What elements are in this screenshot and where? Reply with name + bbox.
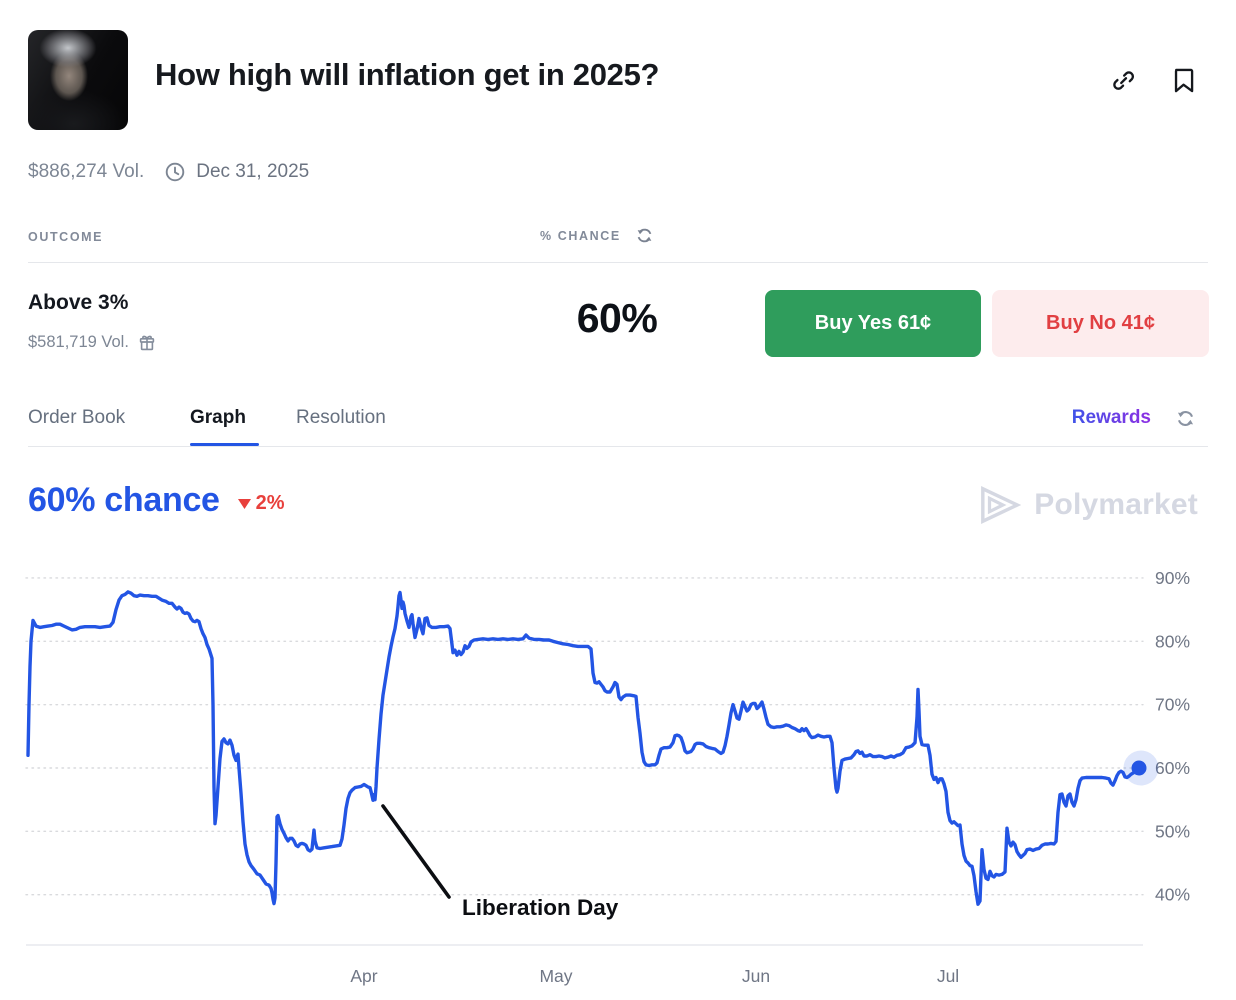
chance-column-header: % CHANCE xyxy=(540,226,654,245)
down-triangle-icon xyxy=(237,498,251,509)
refresh-icon[interactable] xyxy=(635,226,654,245)
buy-no-button[interactable]: Buy No 41¢ xyxy=(992,290,1209,357)
chance-banner: 60% chance 2% xyxy=(28,481,285,520)
header-actions xyxy=(1110,66,1196,100)
link-icon[interactable] xyxy=(1110,67,1137,99)
y-tick-label: 90% xyxy=(1155,568,1190,588)
outcome-name: Above 3% xyxy=(28,291,129,314)
polymarket-logo-icon xyxy=(981,486,1022,524)
market-avatar xyxy=(28,30,128,130)
brand-watermark: Polymarket xyxy=(979,482,1198,528)
outcome-volume-row: $581,719 Vol. xyxy=(28,333,156,352)
y-tick-label: 40% xyxy=(1155,885,1190,905)
chance-delta: 2% xyxy=(237,492,285,515)
chance-delta-value: 2% xyxy=(255,492,285,514)
outcome-volume: $581,719 Vol. xyxy=(28,333,129,351)
current-chance: 60% chance xyxy=(28,481,220,519)
y-tick-label: 50% xyxy=(1155,821,1190,841)
brand-watermark-label: Polymarket xyxy=(1034,488,1198,521)
market-meta: $886,274 Vol. Dec 31, 2025 xyxy=(28,161,309,183)
clock-icon xyxy=(164,161,186,183)
y-tick-label: 70% xyxy=(1155,695,1190,715)
tabs-divider xyxy=(28,446,1208,447)
annotation-line xyxy=(381,804,451,899)
chance-header-label: % CHANCE xyxy=(540,228,621,243)
annotation-label: Liberation Day xyxy=(462,895,619,920)
y-tick-label: 80% xyxy=(1155,631,1190,651)
y-tick-label: 60% xyxy=(1155,758,1190,778)
outcome-column-header: OUTCOME xyxy=(28,230,104,244)
buy-yes-button[interactable]: Buy Yes 61¢ xyxy=(765,290,981,357)
x-tick-label: Jul xyxy=(937,966,959,986)
price-line xyxy=(26,590,1142,906)
outcome-chance-value: 60% xyxy=(576,295,658,341)
table-divider xyxy=(28,262,1208,263)
total-volume: $886,274 Vol. xyxy=(28,161,145,182)
rewards-area: Rewards xyxy=(1072,407,1196,429)
tab-resolution[interactable]: Resolution xyxy=(296,407,386,428)
price-chart[interactable]: 90% 80% 70% 60% 50% 40% Apr May Jun Jul Liberation… xyxy=(0,560,1236,1000)
bookmark-icon[interactable] xyxy=(1171,66,1196,100)
end-date: Dec 31, 2025 xyxy=(196,161,310,182)
gift-icon[interactable] xyxy=(138,334,156,352)
page-title: How high will inflation get in 2025? xyxy=(155,57,660,92)
tab-graph[interactable]: Graph xyxy=(190,407,259,446)
rewards-link[interactable]: Rewards xyxy=(1071,407,1151,428)
refresh-icon[interactable] xyxy=(1175,408,1196,429)
current-point xyxy=(1131,760,1147,776)
x-tick-label: Jun xyxy=(742,966,770,986)
x-tick-label: Apr xyxy=(350,966,377,986)
tab-order-book[interactable]: Order Book xyxy=(28,407,126,428)
x-tick-label: May xyxy=(539,966,572,986)
